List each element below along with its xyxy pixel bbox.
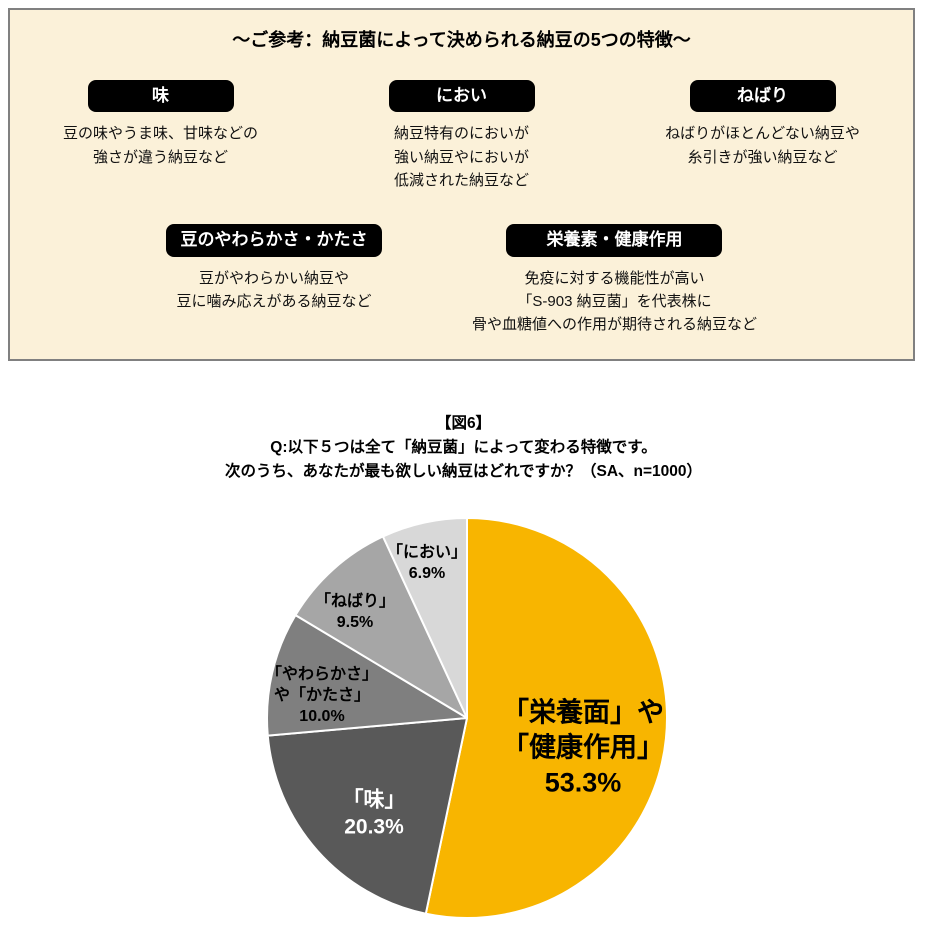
pie-slice	[266, 717, 468, 915]
feature-badge-label: 豆のやわらかさ・かたさ	[180, 230, 368, 250]
feature-badge-smell: におい	[388, 80, 535, 113]
feature-badge-nutrition: 栄養素・健康作用	[506, 224, 723, 257]
feature-row-2: 豆のやわらかさ・かたさ 豆がやわらかい納豆や 豆に噛み応えがある納豆など 栄養素…	[10, 224, 913, 336]
feature-badge-label: 栄養素・健康作用	[546, 230, 683, 250]
feature-badge-label: 味	[152, 86, 169, 105]
feature-badge-label: ねばり	[737, 86, 788, 105]
chart-title: 【図6】 Q:以下５つは全て「納豆菌」によって変わる特徴です。 次のうち、あなた…	[0, 412, 927, 484]
feature-badge-label: におい	[436, 86, 487, 105]
pie-slice	[266, 614, 468, 737]
desc-line: 「S-903 納豆菌」を代表株に	[517, 292, 712, 310]
pie-slice	[294, 535, 468, 719]
chart-question-line2: 次のうち、あなたが最も欲しい納豆はどれですか？（SA、n=1000）	[224, 463, 703, 481]
desc-line: 豆に噛み応えがある納豆など	[176, 292, 372, 310]
desc-line: 強い納豆やにおいが	[393, 148, 529, 166]
feature-desc-nutrition: 免疫に対する機能性が高い 「S-903 納豆菌」を代表株に 骨や血糖値への作用が…	[472, 267, 757, 337]
reference-box: ～ご参考：納豆菌によって決められる納豆の5つの特徴～ 味 豆の味やうま味、甘味な…	[8, 8, 915, 361]
pie-svg	[266, 517, 668, 919]
feature-desc-smell: 納豆特有のにおいが 強い納豆やにおいが 低減された納豆など	[394, 122, 529, 192]
figure-number: 【図6】	[435, 415, 492, 432]
feature-row-1: 味 豆の味やうま味、甘味などの 強さが違う納豆など におい 納豆特有のにおいが …	[10, 80, 913, 192]
pie-slice-label: 「やわらかさ」 や「かたさ」 10.0%	[265, 665, 379, 725]
desc-line: 免疫に対する機能性が高い	[524, 269, 705, 287]
pie-slice	[424, 517, 668, 919]
feature-taste: 味 豆の味やうま味、甘味などの 強さが違う納豆など	[10, 80, 311, 192]
pie-chart: 「栄養面」や 「健康作用」 53.3% 「味」 20.3% 「やわらかさ」 や「かたさ」 10…	[0, 500, 927, 940]
pie-slice-label: 「栄養面」や 「健康作用」 53.3%	[502, 697, 664, 798]
feature-stickiness: ねばり ねばりがほとんどない納豆や 糸引きが強い納豆など	[612, 80, 913, 192]
feature-badge-stickiness: ねばり	[689, 80, 836, 113]
feature-desc-stickiness: ねばりがほとんどない納豆や 糸引きが強い納豆など	[665, 122, 860, 169]
feature-softness: 豆のやわらかさ・かたさ 豆がやわらかい納豆や 豆に噛み応えがある納豆など	[165, 224, 382, 336]
pie-slice-label: 「味」 20.3%	[342, 788, 406, 839]
feature-nutrition: 栄養素・健康作用 免疫に対する機能性が高い 「S-903 納豆菌」を代表株に 骨…	[472, 224, 757, 336]
feature-smell: におい 納豆特有のにおいが 強い納豆やにおいが 低減された納豆など	[311, 80, 612, 192]
feature-badge-taste: 味	[87, 80, 234, 113]
feature-desc-softness: 豆がやわらかい納豆や 豆に噛み応えがある納豆など	[176, 267, 371, 314]
feature-desc-taste: 豆の味やうま味、甘味などの 強さが違う納豆など	[63, 122, 258, 169]
desc-line: ねばりがほとんどない納豆や	[665, 125, 860, 143]
desc-line: 強さが違う納豆など	[92, 148, 228, 166]
desc-line: 納豆特有のにおいが	[393, 125, 529, 143]
desc-line: 豆がやわらかい納豆や	[198, 269, 349, 287]
chart-question-line1: Q:以下５つは全て「納豆菌」によって変わる特徴です。	[270, 439, 657, 457]
reference-box-title: ～ご参考：納豆菌によって決められる納豆の5つの特徴～	[232, 30, 691, 50]
desc-line: 低減された納豆など	[393, 171, 529, 189]
pie-slice-label: 「におい」 6.9%	[386, 544, 468, 582]
pie-slice-label: 「ねばり」 9.5%	[314, 593, 396, 631]
pie-slice	[381, 517, 468, 719]
desc-line: 骨や血糖値への作用が期待される納豆など	[471, 316, 757, 334]
desc-line: 豆の味やうま味、甘味などの	[62, 125, 258, 143]
desc-line: 糸引きが強い納豆など	[687, 148, 838, 166]
feature-badge-softness: 豆のやわらかさ・かたさ	[165, 224, 382, 257]
